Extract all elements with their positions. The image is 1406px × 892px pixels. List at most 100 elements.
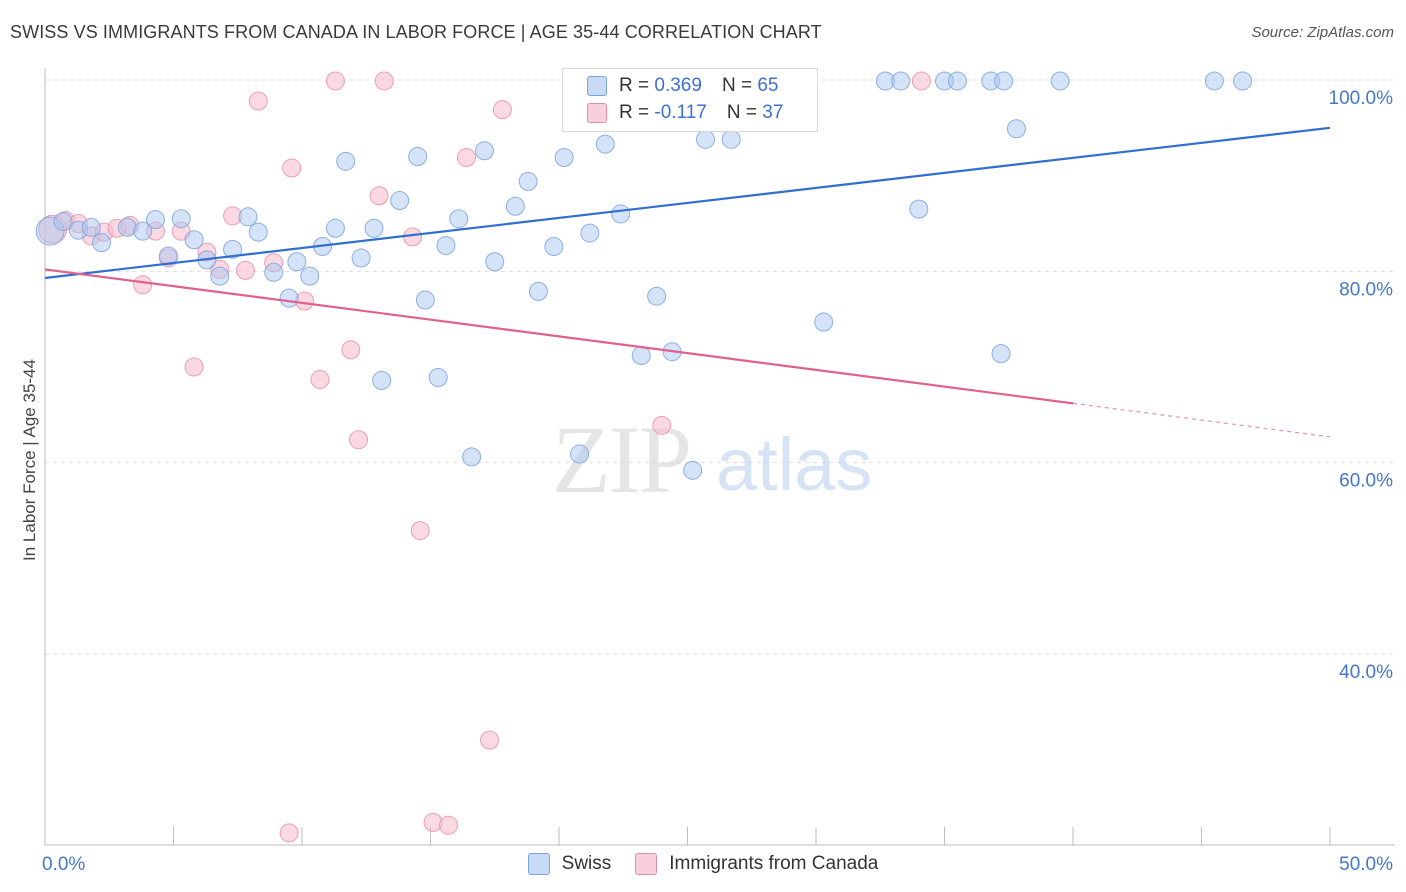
canada-point-11 — [184, 357, 204, 377]
swiss-point-17 — [279, 288, 299, 308]
swiss-point-12 — [210, 266, 230, 286]
swiss-point-28 — [415, 290, 435, 310]
canada-point-18 — [279, 823, 299, 843]
canada-point-29 — [423, 812, 443, 832]
canada-trend-extension — [1072, 402, 1331, 438]
swiss-point-59 — [994, 71, 1014, 91]
swiss-point-41 — [580, 223, 600, 243]
legend-row-canada: R = -0.117 N = 37 — [587, 100, 783, 126]
legend-swatch-canada — [635, 853, 658, 875]
swiss-point-34 — [485, 252, 505, 272]
swiss-point-15 — [248, 222, 268, 242]
swiss-point-16 — [264, 262, 284, 282]
canada-point-26 — [374, 71, 394, 91]
swiss-point-26 — [390, 191, 410, 211]
swiss-point-18 — [287, 252, 307, 272]
swiss-r-value: 0.369 — [654, 75, 702, 96]
y-tick-label-60: 60.0% — [1339, 471, 1393, 492]
trend-lines — [44, 126, 1331, 438]
x-tick-label-50: 50.0% — [1339, 854, 1393, 875]
legend-item-swiss: Swiss — [527, 853, 612, 875]
swiss-point-50 — [721, 129, 741, 149]
canada-point-24 — [349, 430, 369, 450]
swiss-point-62 — [1204, 71, 1224, 91]
canada-point-25 — [369, 186, 389, 206]
canada-point-16 — [248, 91, 268, 111]
swiss-point-4 — [92, 233, 112, 253]
swiss-point-19 — [300, 266, 320, 286]
canada-point-28 — [410, 521, 430, 541]
swiss-point-49 — [695, 129, 715, 149]
gridlines — [45, 79, 1395, 655]
y-tick-label-100: 100.0% — [1329, 88, 1394, 109]
swiss-point-25 — [372, 370, 392, 390]
canada-point-22 — [325, 71, 345, 91]
swiss-point-33 — [474, 141, 494, 161]
x-tick-label-0: 0.0% — [42, 854, 85, 875]
swiss-point-39 — [554, 147, 574, 167]
chart-title: SWISS VS IMMIGRANTS FROM CANADA IN LABOR… — [10, 22, 822, 42]
swiss-point-51 — [814, 312, 834, 332]
canada-r-label: R = — [619, 102, 650, 123]
canada-trend-line — [44, 268, 1074, 405]
legend-row-swiss: R = 0.369 N = 65 — [587, 73, 778, 99]
swiss-point-30 — [436, 236, 456, 256]
swiss-point-63 — [1233, 71, 1253, 91]
swiss-point-36 — [518, 171, 538, 191]
swatch-canada — [587, 103, 607, 123]
swiss-point-56 — [947, 71, 967, 91]
swiss-point-27 — [408, 147, 428, 167]
series-swiss-points — [35, 71, 1253, 480]
legend-label-swiss: Swiss — [561, 853, 612, 874]
swiss-point-32 — [462, 447, 482, 467]
canada-n-label: N = — [726, 102, 757, 123]
swiss-point-23 — [351, 248, 371, 268]
swiss-n-value: 65 — [757, 75, 779, 96]
canada-point-23 — [341, 340, 361, 360]
swiss-trend-line — [44, 126, 1331, 280]
canada-point-36 — [911, 71, 931, 91]
y-tick-label-80: 80.0% — [1339, 279, 1393, 300]
watermark-atlas: atlas — [716, 423, 872, 506]
swiss-point-43 — [611, 204, 631, 224]
canada-point-15 — [235, 260, 255, 280]
swiss-point-58 — [991, 344, 1011, 364]
series-legend: Swiss Immigrants from Canada — [0, 851, 1406, 877]
swiss-point-31 — [449, 209, 469, 229]
canada-point-19 — [282, 158, 302, 178]
canada-n-value: 37 — [762, 102, 784, 123]
swiss-point-21 — [325, 218, 345, 238]
swiss-point-8 — [158, 246, 178, 266]
swiss-point-14 — [238, 207, 258, 227]
swiss-point-3 — [81, 217, 101, 237]
canada-point-7 — [133, 275, 153, 295]
swiss-point-35 — [505, 196, 525, 216]
canada-point-32 — [480, 730, 500, 750]
swiss-point-38 — [544, 236, 564, 256]
chart-source: Source: ZipAtlas.com — [1251, 24, 1394, 41]
correlation-legend: R = 0.369 N = 65 R = -0.117 N = 37 — [562, 68, 818, 132]
canada-point-31 — [456, 147, 476, 167]
swiss-point-61 — [1050, 71, 1070, 91]
legend-item-canada: Immigrants from Canada — [635, 853, 878, 875]
canada-r-value: -0.117 — [654, 102, 707, 123]
swiss-point-46 — [647, 286, 667, 306]
watermark: ZIP atlas — [552, 406, 872, 513]
swiss-r-label: R = — [619, 75, 650, 96]
legend-label-canada: Immigrants from Canada — [669, 853, 879, 874]
swiss-point-22 — [336, 151, 356, 171]
canada-point-35 — [652, 415, 672, 435]
swiss-point-10 — [184, 230, 204, 250]
swatch-swiss — [587, 76, 607, 96]
legend-swatch-swiss — [527, 853, 550, 875]
swiss-point-13 — [223, 239, 243, 259]
swiss-point-24 — [364, 218, 384, 238]
swiss-point-60 — [1006, 119, 1026, 139]
swiss-point-40 — [570, 444, 590, 464]
swiss-point-1 — [53, 212, 73, 232]
swiss-point-53 — [891, 71, 911, 91]
swiss-point-48 — [683, 460, 703, 480]
y-tick-label-40: 40.0% — [1339, 662, 1393, 683]
swiss-point-9 — [171, 209, 191, 229]
